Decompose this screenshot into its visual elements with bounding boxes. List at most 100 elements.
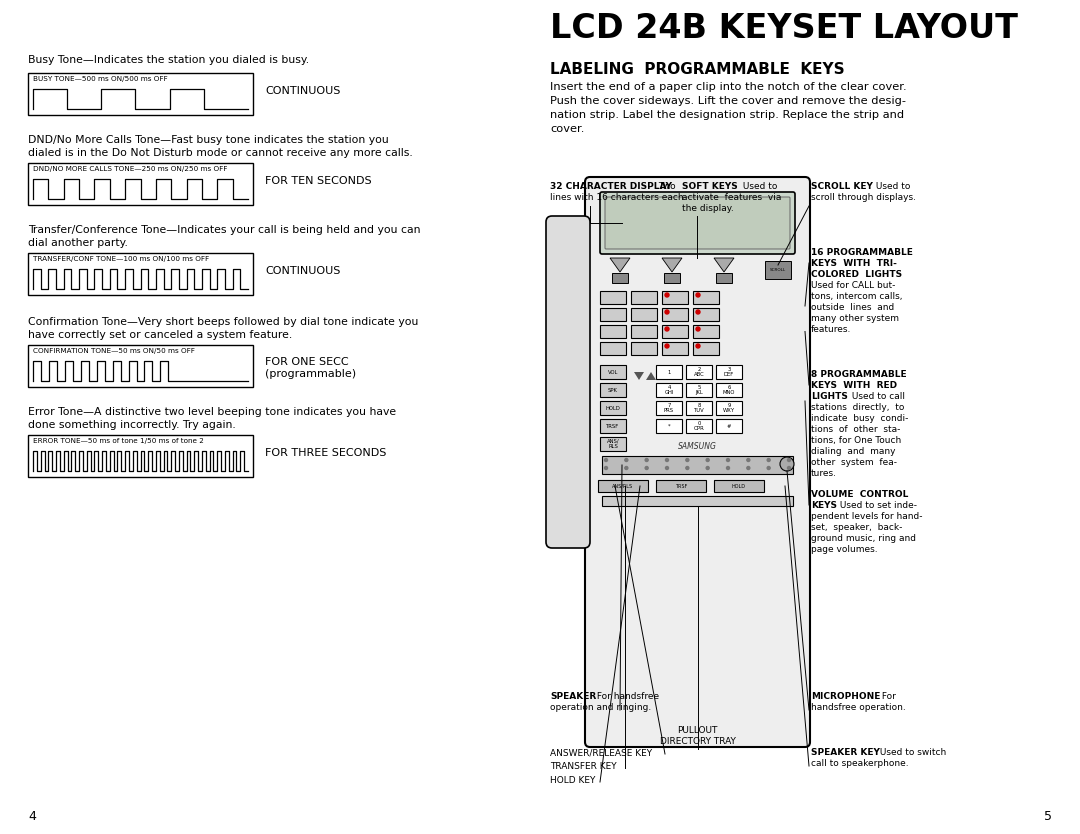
Text: Error Tone—A distinctive two level beeping tone indicates you have: Error Tone—A distinctive two level beepi… <box>28 407 396 417</box>
Text: SAMSUNG: SAMSUNG <box>678 442 717 451</box>
Bar <box>600 419 626 433</box>
Text: Push the cover sideways. Lift the cover and remove the desig-: Push the cover sideways. Lift the cover … <box>550 96 906 106</box>
Text: HOLD KEY: HOLD KEY <box>550 776 595 785</box>
Text: SCROLL KEY: SCROLL KEY <box>811 182 873 191</box>
Text: VOL: VOL <box>608 369 618 374</box>
Bar <box>686 419 712 433</box>
Text: ANS/
RLS: ANS/ RLS <box>607 439 619 450</box>
Bar <box>662 325 688 338</box>
Text: MICROPHONE: MICROPHONE <box>811 692 880 701</box>
Text: 8 PROGRAMMABLE: 8 PROGRAMMABLE <box>811 370 906 379</box>
Bar <box>664 273 680 283</box>
Circle shape <box>706 459 710 461</box>
Bar <box>693 325 719 338</box>
Text: ground music, ring and: ground music, ring and <box>811 534 916 543</box>
Text: 3
DEF: 3 DEF <box>724 367 734 377</box>
Text: 6
MNO: 6 MNO <box>723 384 735 395</box>
Bar <box>716 401 742 415</box>
Bar <box>656 419 681 433</box>
Circle shape <box>787 466 791 470</box>
Polygon shape <box>646 372 656 380</box>
Text: handsfree operation.: handsfree operation. <box>811 703 906 712</box>
Circle shape <box>787 459 791 461</box>
Text: FOR ONE SECC: FOR ONE SECC <box>265 357 349 367</box>
Text: TRSF: TRSF <box>675 484 687 489</box>
Text: VOLUME  CONTROL: VOLUME CONTROL <box>811 490 908 499</box>
Text: activate  features  via: activate features via <box>681 193 781 202</box>
Bar <box>656 401 681 415</box>
Bar <box>765 261 791 279</box>
Bar <box>656 480 706 492</box>
FancyBboxPatch shape <box>600 192 795 254</box>
Text: KEYS  WITH  TRI-: KEYS WITH TRI- <box>811 259 896 268</box>
Bar <box>631 342 657 355</box>
Circle shape <box>696 293 700 297</box>
Bar <box>662 308 688 321</box>
Bar <box>602 456 793 474</box>
Text: (programmable): (programmable) <box>265 369 356 379</box>
Text: DND/No More Calls Tone—Fast busy tone indicates the station you: DND/No More Calls Tone—Fast busy tone in… <box>28 135 389 145</box>
Text: CONTINUOUS: CONTINUOUS <box>265 86 340 96</box>
Text: #: # <box>727 424 731 429</box>
Bar <box>600 383 626 397</box>
Bar <box>598 480 648 492</box>
Text: Busy Tone—Indicates the station you dialed is busy.: Busy Tone—Indicates the station you dial… <box>28 55 309 65</box>
Bar <box>716 365 742 379</box>
Text: ERROR TONE—50 ms of tone 1/50 ms of tone 2: ERROR TONE—50 ms of tone 1/50 ms of tone… <box>33 438 204 444</box>
Text: Transfer/Conference Tone—Indicates your call is being held and you can: Transfer/Conference Tone—Indicates your … <box>28 225 420 235</box>
Bar <box>686 383 712 397</box>
Text: tions  of  other  sta-: tions of other sta- <box>811 425 901 434</box>
Text: have correctly set or canceled a system feature.: have correctly set or canceled a system … <box>28 330 293 340</box>
Bar <box>600 291 626 304</box>
FancyBboxPatch shape <box>605 197 789 249</box>
Text: dialing  and  many: dialing and many <box>811 447 895 456</box>
Bar <box>602 496 793 506</box>
Circle shape <box>645 459 648 461</box>
Text: DND/NO MORE CALLS TONE—250 ms ON/250 ms OFF: DND/NO MORE CALLS TONE—250 ms ON/250 ms … <box>33 166 228 172</box>
Text: dial another party.: dial another party. <box>28 238 127 248</box>
Bar <box>693 342 719 355</box>
Text: Used to call: Used to call <box>849 392 905 401</box>
Text: tions, for One Touch: tions, for One Touch <box>811 436 901 445</box>
Text: set,  speaker,  back-: set, speaker, back- <box>811 523 903 532</box>
Circle shape <box>727 466 729 470</box>
Bar <box>631 291 657 304</box>
Circle shape <box>780 457 794 471</box>
Bar <box>686 401 712 415</box>
Text: 5: 5 <box>1044 810 1052 823</box>
Text: LABELING  PROGRAMMABLE  KEYS: LABELING PROGRAMMABLE KEYS <box>550 62 845 77</box>
Bar <box>662 291 688 304</box>
Circle shape <box>686 459 689 461</box>
Text: FOR THREE SECONDS: FOR THREE SECONDS <box>265 448 387 458</box>
Text: 5
JKL: 5 JKL <box>696 384 703 395</box>
Text: stations  directly,  to: stations directly, to <box>811 403 904 412</box>
Text: cover.: cover. <box>550 124 584 134</box>
Circle shape <box>665 344 669 348</box>
Circle shape <box>665 293 669 297</box>
Text: COLORED  LIGHTS: COLORED LIGHTS <box>811 270 902 279</box>
Text: SOFT KEYS: SOFT KEYS <box>681 182 738 191</box>
Circle shape <box>727 459 729 461</box>
Text: page volumes.: page volumes. <box>811 545 878 554</box>
Text: KEYS: KEYS <box>811 501 837 510</box>
Text: For: For <box>879 692 896 701</box>
Bar <box>714 480 764 492</box>
Bar <box>28 435 253 477</box>
Text: DIRECTORY TRAY: DIRECTORY TRAY <box>660 737 735 746</box>
Polygon shape <box>714 258 734 272</box>
Text: Two: Two <box>656 182 676 191</box>
Text: 8
TUV: 8 TUV <box>693 403 704 413</box>
Polygon shape <box>662 258 681 272</box>
FancyBboxPatch shape <box>546 216 590 548</box>
Bar <box>28 163 253 205</box>
Text: pendent levels for hand-: pendent levels for hand- <box>811 512 922 521</box>
Text: *: * <box>667 424 671 429</box>
Circle shape <box>665 466 669 470</box>
Circle shape <box>696 310 700 314</box>
Bar <box>600 437 626 451</box>
Circle shape <box>706 466 710 470</box>
Text: dialed is in the Do Not Disturb mode or cannot receive any more calls.: dialed is in the Do Not Disturb mode or … <box>28 148 413 158</box>
Text: indicate  busy  condi-: indicate busy condi- <box>811 414 908 423</box>
Bar <box>656 383 681 397</box>
Text: 4
GHI: 4 GHI <box>664 384 674 395</box>
